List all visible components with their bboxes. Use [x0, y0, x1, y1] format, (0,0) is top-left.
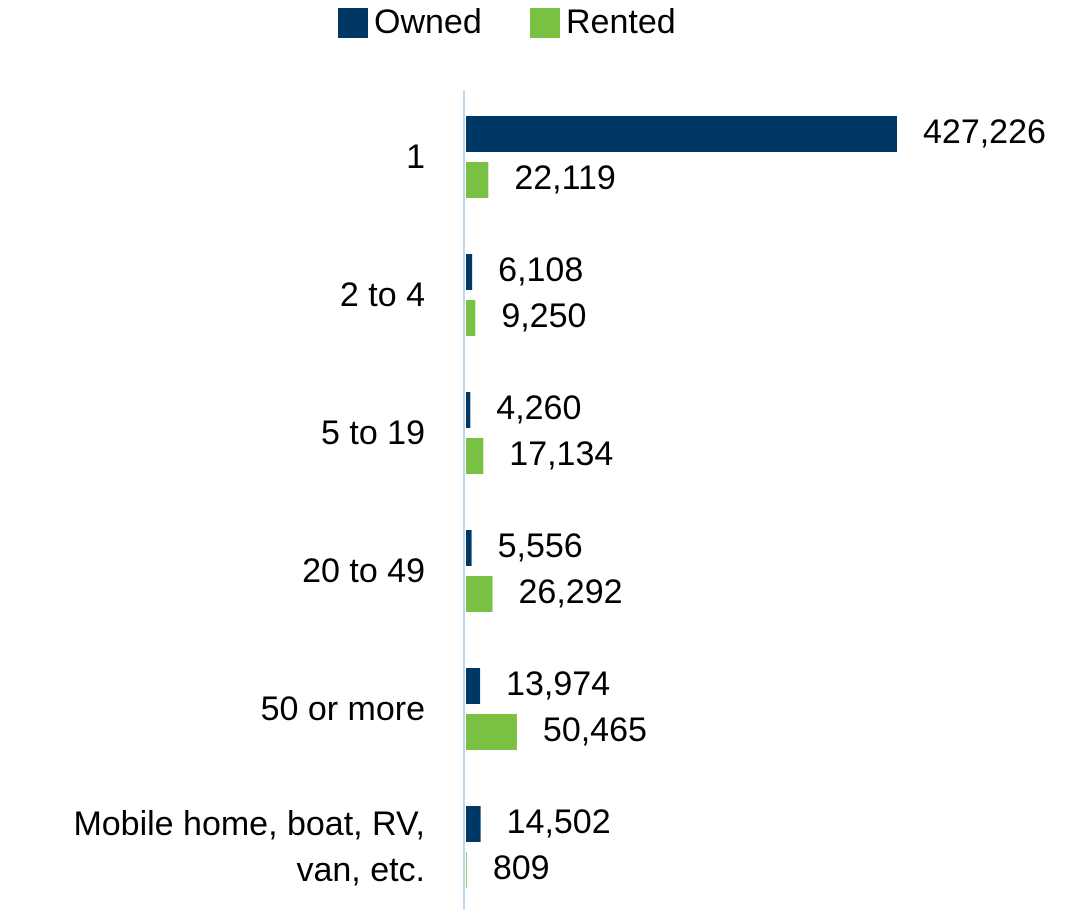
category-label: 2 to 4 — [339, 276, 425, 314]
bar — [466, 392, 471, 428]
category-label: Mobile home, boat, RV, van, etc. — [73, 805, 425, 889]
data-label: 809 — [493, 849, 550, 887]
legend-label: Rented — [566, 3, 676, 41]
data-label: 4,260 — [496, 389, 581, 427]
bar — [466, 714, 517, 750]
bar — [466, 806, 481, 842]
bar — [466, 530, 472, 566]
data-label: 22,119 — [514, 159, 615, 197]
bar — [466, 668, 481, 704]
data-label: 17,134 — [509, 435, 613, 473]
bar — [466, 852, 467, 888]
data-label: 5,556 — [498, 527, 583, 565]
category-label: 5 to 19 — [321, 414, 425, 452]
legend-swatch — [338, 8, 368, 38]
bar — [466, 254, 473, 290]
data-label: 13,974 — [506, 665, 610, 703]
data-label: 26,292 — [519, 573, 623, 611]
bar — [466, 438, 484, 474]
data-label: 14,502 — [507, 803, 611, 841]
data-label: 50,465 — [543, 711, 647, 749]
category-label: 50 or more — [260, 690, 425, 728]
legend-label: Owned — [374, 3, 482, 41]
data-label: 6,108 — [498, 251, 583, 289]
bar — [466, 576, 493, 612]
bar — [466, 116, 897, 152]
data-label: 427,226 — [923, 113, 1046, 151]
bar — [466, 300, 476, 336]
category-label: 1 — [406, 138, 425, 176]
data-label: 9,250 — [501, 297, 586, 335]
category-label: 20 to 49 — [302, 552, 425, 590]
legend-swatch — [530, 8, 560, 38]
bar — [466, 162, 489, 198]
